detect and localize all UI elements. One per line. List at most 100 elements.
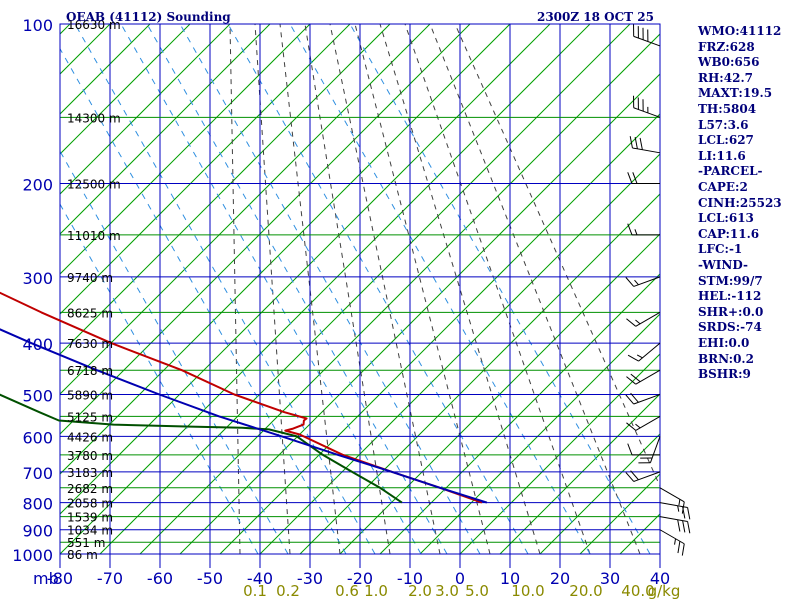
- moist-adiabat-line: [379, 24, 541, 554]
- temperature-tick-label: -70: [97, 569, 123, 588]
- stat-line: LFC:-1: [698, 242, 743, 257]
- mixing-ratio-label: 0.6: [335, 582, 359, 600]
- wind-barb-flag: [630, 470, 639, 481]
- temperature-tick-label: 40: [650, 569, 670, 588]
- stat-line: MAXT:19.5: [698, 86, 773, 101]
- wind-barb: [629, 136, 661, 154]
- stat-line: CAP:11.6: [698, 226, 760, 241]
- wind-barb: [659, 516, 691, 534]
- stat-line: FRZ:628: [698, 39, 755, 54]
- height-tick-label: 1539 m: [67, 511, 113, 525]
- stat-line: LCL:613: [698, 211, 754, 226]
- stat-line: -WIND-: [698, 258, 748, 272]
- wind-barb-flag: [627, 443, 633, 456]
- dry-adiabat-line: [219, 113, 660, 554]
- stat-line: HEL:-112: [698, 289, 762, 304]
- dry-adiabats: [60, 24, 660, 554]
- dry-adiabat-line: [60, 24, 511, 475]
- wind-barb-flag: [635, 319, 641, 325]
- pressure-labels: 100 200 300 400 500 600 700 800 900 1000: [12, 16, 53, 565]
- mixing-ratio-line: [60, 47, 347, 554]
- temperature-tick-label: -10: [397, 569, 423, 588]
- wind-barb: [627, 342, 661, 362]
- temperature-tick-label: 10: [500, 569, 520, 588]
- pressure-tick-label: 1000: [12, 546, 53, 565]
- mixing-ratio-label: 3.0: [435, 582, 459, 600]
- stat-line: L57:3.6: [698, 117, 749, 132]
- wind-barb-flag: [626, 376, 637, 385]
- height-tick-label: 12500 m: [67, 178, 121, 192]
- mixing-ratio-line: [60, 150, 289, 554]
- chart-datetime: 2300Z 18 OCT 25: [537, 10, 654, 24]
- wind-barb-flag: [677, 519, 681, 532]
- wind-barb-flag: [630, 373, 641, 383]
- mixing-ratio-labels: 0.1 0.2 0.6 1.0 2.0 3.0 5.0 10.0 20.0 40.0g/kg: [243, 582, 680, 600]
- mixing-ratio-label: 40.0: [621, 582, 654, 600]
- stat-line: CINH:25523: [698, 195, 782, 210]
- stat-line: LCL:627: [698, 133, 754, 148]
- dry-adiabat-line: [499, 393, 660, 554]
- dry-adiabat-line: [379, 273, 660, 554]
- moist-adiabat-line: [329, 24, 441, 554]
- height-tick-label: 2682 m: [67, 482, 113, 496]
- grid: [59, 23, 661, 568]
- temperature-tick-label: -30: [297, 569, 323, 588]
- wind-barb: [626, 311, 661, 327]
- dry-adiabat-line: [99, 24, 631, 554]
- stat-line: WB0:656: [698, 55, 760, 70]
- mixing-ratio-lines: [60, 24, 651, 554]
- dry-adiabat-line: [60, 24, 391, 355]
- wind-barb-flag: [687, 521, 691, 534]
- wind-barb: [625, 470, 661, 482]
- wind-barb-flag: [634, 229, 638, 236]
- wind-barb-flag: [626, 422, 637, 431]
- wind-barb: [638, 436, 661, 464]
- wind-barb-flag: [626, 318, 637, 327]
- mixing-ratio-label: 20.0: [569, 582, 602, 600]
- wind-barb-flag: [627, 172, 633, 184]
- height-tick-label: 6718 m: [67, 364, 113, 378]
- stat-line: RH:42.7: [698, 70, 753, 85]
- pressure-tick-label: 200: [22, 176, 53, 195]
- dry-adiabat-line: [60, 24, 271, 235]
- stat-line: WMO:41112: [698, 24, 782, 38]
- mixing-ratio-line: [74, 24, 376, 554]
- wind-barb-flag: [627, 354, 639, 362]
- temperature-tick-label: 0: [455, 569, 465, 588]
- wind-barb-flag: [634, 136, 638, 149]
- wind-barb: [625, 276, 661, 287]
- stat-line: LI:11.6: [698, 148, 746, 163]
- moist-adiabat-line: [279, 24, 341, 554]
- wind-barb: [659, 502, 691, 520]
- pressure-tick-label: 700: [22, 464, 53, 483]
- dewpoint-line: [0, 393, 403, 504]
- mixing-ratio-line: [289, 24, 591, 554]
- dry-adiabat-line: [60, 24, 231, 195]
- temperature-tick-label: -60: [147, 569, 173, 588]
- wind-barb-flag: [632, 172, 638, 184]
- mixing-ratio-label: 0.2: [276, 582, 300, 600]
- wind-barb-flag: [639, 137, 643, 150]
- dry-adiabat-line: [419, 313, 660, 554]
- temperature-labels: mb-80 -70 -60 -50 -40 -30 -20 -10 0 10 20 30 40: [33, 569, 670, 588]
- dry-adiabat-line: [60, 24, 591, 554]
- pressure-tick-label: 800: [22, 495, 53, 514]
- stat-line: SHR+:0.0: [698, 304, 764, 319]
- mixing-ratio-label: 10.0: [511, 582, 544, 600]
- stat-line: BRN:0.2: [698, 351, 754, 366]
- height-tick-label: 5125 m: [67, 410, 113, 424]
- dry-adiabat-line: [539, 433, 660, 554]
- wind-barb: [627, 172, 660, 185]
- wind-barb: [633, 24, 661, 47]
- stat-line: SRDS:-74: [698, 320, 762, 335]
- height-tick-label: 16630 m: [67, 18, 121, 32]
- stat-line: -PARCEL-: [698, 164, 763, 179]
- dry-adiabat-line: [299, 193, 660, 554]
- wind-barb-flag: [629, 136, 633, 149]
- wind-barb-flag: [636, 354, 643, 359]
- wind-barb: [659, 529, 685, 556]
- temperature-tick-label: -40: [247, 569, 273, 588]
- height-tick-label: 5890 m: [67, 388, 113, 402]
- pressure-tick-label: 400: [22, 335, 53, 354]
